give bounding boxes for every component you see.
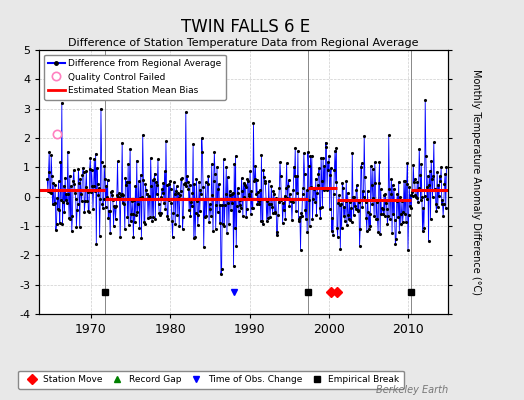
Legend: Station Move, Record Gap, Time of Obs. Change, Empirical Break: Station Move, Record Gap, Time of Obs. C… bbox=[18, 371, 404, 389]
Y-axis label: Monthly Temperature Anomaly Difference (°C): Monthly Temperature Anomaly Difference (… bbox=[471, 69, 481, 295]
Title: Difference of Station Temperature Data from Regional Average: Difference of Station Temperature Data f… bbox=[69, 38, 419, 48]
Text: Berkeley Earth: Berkeley Earth bbox=[376, 385, 448, 395]
Text: TWIN FALLS 6 E: TWIN FALLS 6 E bbox=[181, 18, 310, 36]
